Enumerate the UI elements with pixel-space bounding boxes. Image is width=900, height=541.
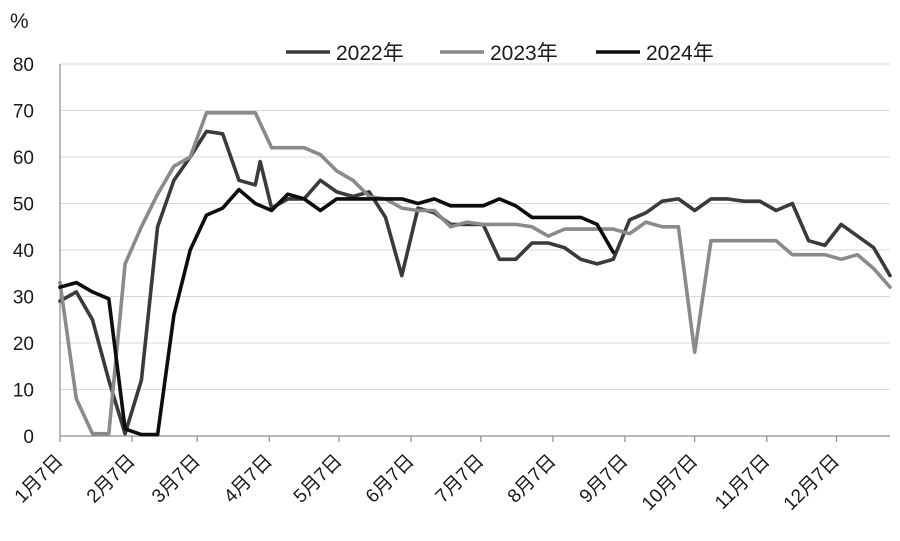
y-tick-label: 70 [13,102,34,123]
y-tick-label: 30 [13,288,34,309]
x-tick-label: 4月7日 [220,451,277,508]
series-line-3 [58,187,616,437]
y-tick-label: 10 [13,381,34,402]
axes [59,64,890,442]
y-axis-label: % [10,10,29,33]
y-tick-label: 40 [13,241,34,262]
y-tick-label: 50 [13,195,34,216]
x-tick-label: 10月7日 [638,451,702,515]
legend-label: 2024年 [646,42,714,65]
legend-label: 2023年 [490,42,558,65]
legend-label: 2022年 [336,42,404,65]
x-tick-label: 11月7日 [711,451,774,514]
x-tick-label: 8月7日 [504,451,561,508]
y-tick-label: 20 [13,334,34,355]
x-tick-label: 9月7日 [576,451,633,508]
x-tick-labels: 1月7日 2月7日 3月7日 4月7日 5月7日 6月7日 7月7日 8月7日 9月7日 10月7… [11,451,844,515]
x-tick-label: 1月7日 [11,451,68,508]
y-tick-labels: 0 10 20 30 40 50 60 70 80 [13,55,34,448]
y-tick-label: 60 [13,148,34,169]
series-line-1 [58,129,892,436]
series-line-2 [58,111,892,436]
x-tick-label: 6月7日 [362,451,419,508]
series-lines [58,111,892,437]
y-tick-label: 80 [13,55,34,76]
x-tick-label: 2月7日 [83,451,140,508]
y-tick-label: 0 [23,427,34,448]
x-tick-label: 12月7日 [780,451,844,515]
gridlines [60,63,890,390]
x-tick-label: 3月7日 [148,451,205,508]
legend: 2022年 2023年 2024年 [286,42,714,65]
x-tick-label: 7月7日 [432,451,489,508]
x-tick-label: 5月7日 [290,451,347,508]
